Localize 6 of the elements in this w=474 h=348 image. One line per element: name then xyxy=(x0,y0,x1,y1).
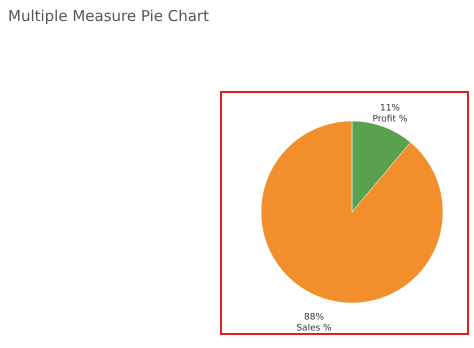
data-label: 88% xyxy=(304,312,324,322)
slice-label: Sales % xyxy=(296,323,332,334)
pie-slice xyxy=(260,120,444,304)
text: Multiple Measure Pie Chart xyxy=(8,7,210,25)
data-label: 11% xyxy=(380,104,400,114)
slice-label: Profit % xyxy=(372,114,408,125)
